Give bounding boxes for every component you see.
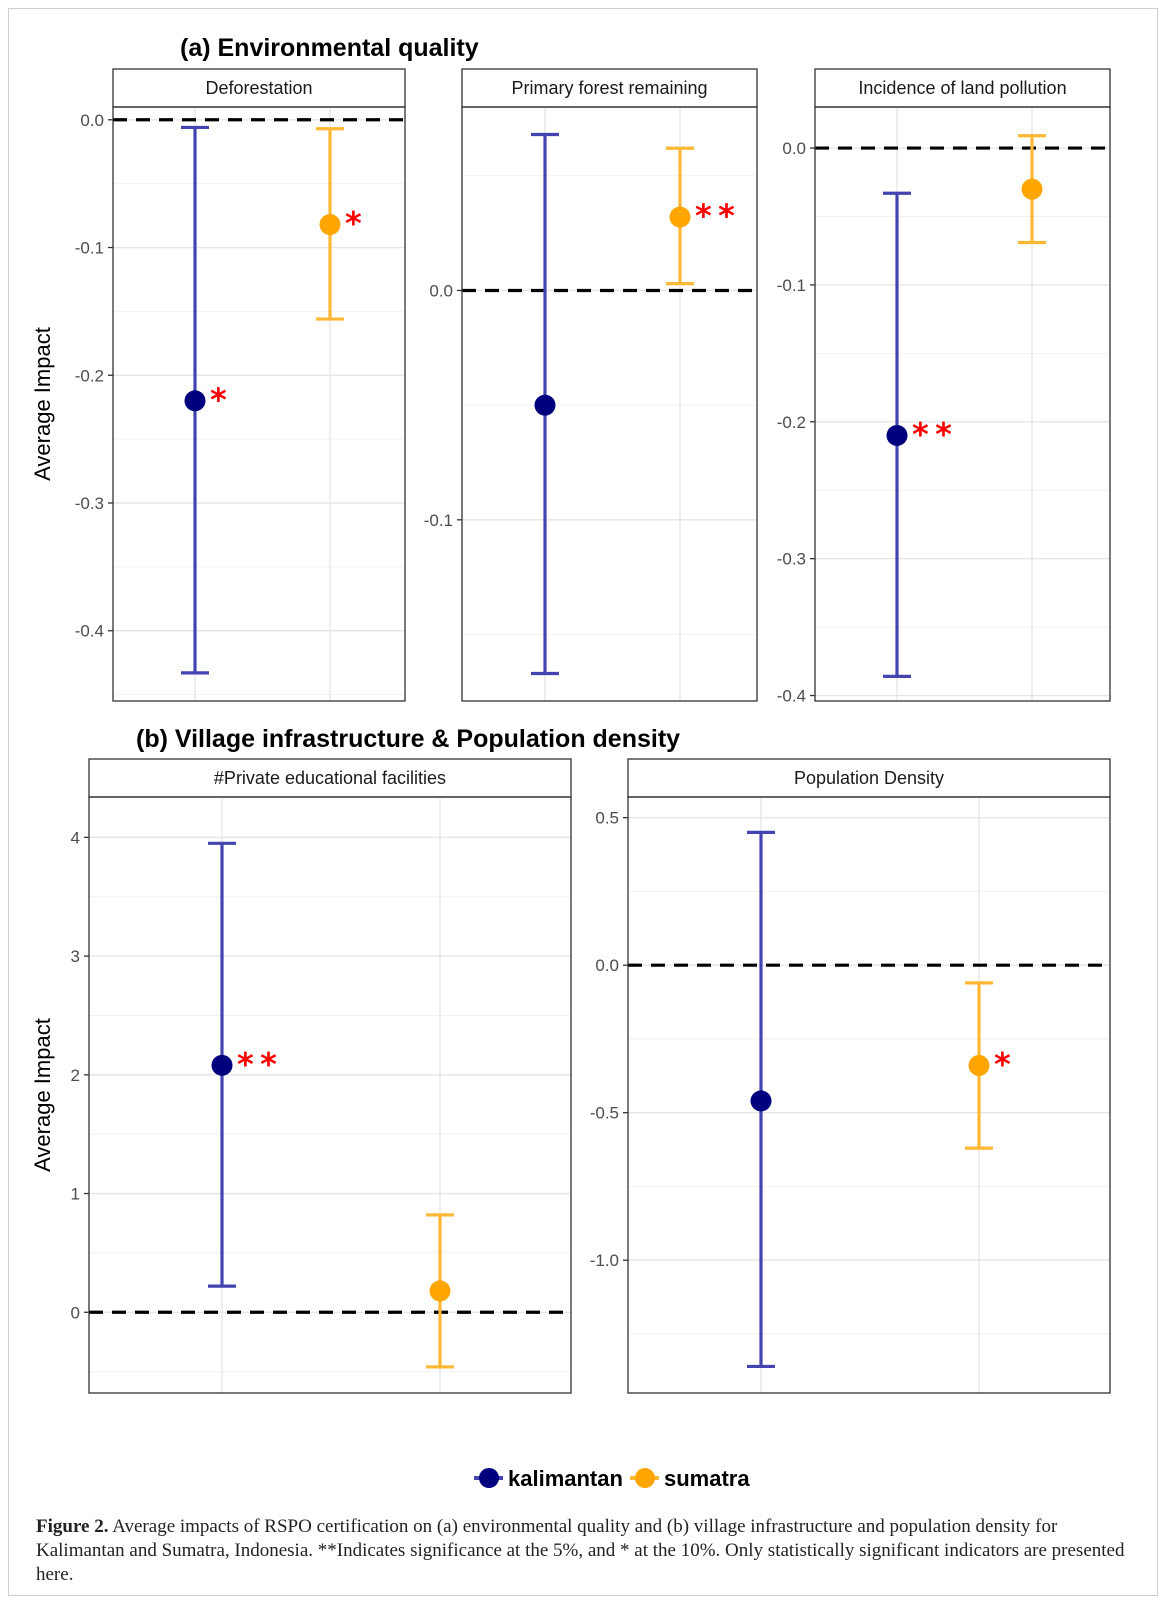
y-tick-label: -0.2 [75, 366, 104, 385]
y-tick-label: 0.0 [429, 281, 453, 300]
sumatra-point [968, 1054, 990, 1076]
panels-group: Deforestation 0.0 -0.1 -0.2 -0.3 -0.4 Average … [30, 68, 1111, 1394]
panel-3: Incidence of land pollution 0.0 -0.1 -0.2 -0… [777, 68, 1111, 706]
y-tick-label: -0.4 [75, 622, 104, 641]
sumatra-point [429, 1280, 451, 1302]
kalimantan-point [750, 1090, 772, 1112]
y-tick-label: -0.1 [424, 511, 453, 530]
panel-title: Deforestation [205, 78, 312, 98]
figure-canvas: (a) Environmental quality (b) Village in… [30, 34, 1111, 1491]
y-tick-label: 4 [71, 828, 80, 847]
sumatra-point [669, 206, 691, 228]
y-tick-label: -0.1 [777, 276, 806, 295]
kalimantan-point [886, 424, 908, 446]
panel-5: Population Density 0.5 0.0 -0.5 -1.0 * [590, 758, 1111, 1394]
y-tick-label: -0.5 [590, 1104, 619, 1123]
panel-title: Primary forest remaining [511, 78, 707, 98]
kalimantan-point [534, 394, 556, 416]
panel-border [461, 106, 758, 702]
kalimantan-significance-stars: * * [912, 415, 952, 453]
panel-strip [461, 68, 758, 108]
y-tick-label: -0.4 [777, 687, 806, 706]
y-axis-label: Average Impact [30, 327, 55, 481]
sumatra-significance-stars: * [345, 205, 362, 243]
y-tick-label: 1 [71, 1185, 80, 1204]
y-tick-label: 0 [71, 1303, 80, 1322]
legend-sumatra-label: sumatra [664, 1466, 750, 1491]
figure-caption: Figure 2. Average impacts of RSPO certif… [36, 1515, 1140, 1587]
sumatra-point [319, 214, 341, 236]
y-tick-label: 0.0 [782, 139, 806, 158]
y-tick-label: 2 [71, 1066, 80, 1085]
y-tick-label: 0.0 [595, 956, 619, 975]
caption-label: Figure 2. [36, 1516, 109, 1537]
y-tick-label: -0.1 [75, 239, 104, 258]
legend: kalimantan sumatra [474, 1466, 750, 1491]
legend-sumatra-marker [635, 1468, 655, 1488]
panel-strip [88, 758, 572, 798]
kalimantan-point [184, 390, 206, 412]
sumatra-significance-stars: * [994, 1045, 1011, 1083]
section-b-title: (b) Village infrastructure & Population … [136, 725, 680, 753]
panel-2: Primary forest remaining 0.0 -0.1 * * [424, 68, 758, 702]
sumatra-point [1021, 178, 1043, 200]
panel-title: Incidence of land pollution [858, 78, 1066, 98]
panel-1: Deforestation 0.0 -0.1 -0.2 -0.3 -0.4 Average … [30, 68, 406, 702]
y-axis-label: Average Impact [30, 1018, 55, 1172]
panel-4: #Private educational facilities 4 3 2 1 0 Aver… [30, 758, 572, 1394]
legend-kalimantan-marker [479, 1468, 499, 1488]
panel-title: Population Density [794, 768, 944, 788]
section-a-title: (a) Environmental quality [180, 34, 479, 62]
y-tick-label: -0.3 [75, 494, 104, 513]
y-tick-label: -0.3 [777, 550, 806, 569]
panel-border [627, 796, 1111, 1394]
panel-border [112, 106, 406, 702]
panel-border [88, 796, 572, 1394]
kalimantan-point [211, 1054, 233, 1076]
panel-border [814, 106, 1111, 702]
panel-title: #Private educational facilities [214, 768, 446, 788]
legend-kalimantan-label: kalimantan [508, 1466, 623, 1491]
y-tick-label: -0.2 [777, 413, 806, 432]
kalimantan-significance-stars: * * [237, 1045, 277, 1083]
kalimantan-significance-stars: * [210, 381, 227, 419]
figure-frame [8, 8, 1158, 1596]
y-tick-label: 0.5 [595, 809, 619, 828]
y-tick-label: 0.0 [80, 111, 104, 130]
y-tick-label: -1.0 [590, 1251, 619, 1270]
panel-strip [627, 758, 1111, 798]
y-tick-label: 3 [71, 947, 80, 966]
caption-text: Average impacts of RSPO certification on… [36, 1516, 1125, 1585]
sumatra-significance-stars: * * [695, 197, 735, 235]
